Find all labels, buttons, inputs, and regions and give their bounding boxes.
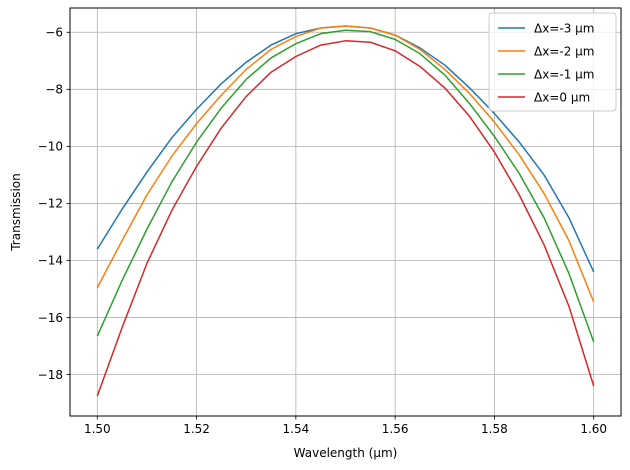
legend-box <box>488 12 617 112</box>
y-tick-label: −6 <box>45 25 63 39</box>
legend-label: Δx=-1 μm <box>534 67 594 81</box>
series-line-1 <box>96 25 595 303</box>
x-tick-label: 1.60 <box>580 422 607 436</box>
y-axis-label: Transmission <box>9 173 23 252</box>
y-tick-label: −10 <box>38 140 63 154</box>
x-tick-label: 1.58 <box>481 422 508 436</box>
x-tick-label: 1.50 <box>84 422 111 436</box>
y-tick-label: −18 <box>38 368 63 382</box>
x-tick-label: 1.56 <box>382 422 409 436</box>
y-tick-label: −12 <box>38 197 63 211</box>
y-tick-label: −14 <box>38 254 63 268</box>
x-tick-label: 1.54 <box>283 422 310 436</box>
legend-label: Δx=-2 μm <box>534 44 594 58</box>
x-tick-label: 1.52 <box>183 422 210 436</box>
y-tick-label: −16 <box>38 311 63 325</box>
plot-frame <box>69 7 622 417</box>
x-axis-label: Wavelength (μm) <box>294 446 398 460</box>
series-lines <box>96 25 595 397</box>
series-line-3 <box>96 40 595 397</box>
ticks: 1.50 1.52 1.54 1.56 1.58 1.60 −18 −16 −14 −12 −10 −… <box>38 25 607 436</box>
series-line-2 <box>96 29 595 343</box>
grid <box>70 8 621 416</box>
legend-label: Δx=0 μm <box>534 90 590 104</box>
legend: Δx=-3 μm Δx=-2 μm Δx=-1 μm Δx=0 μm <box>488 12 617 112</box>
y-tick-label: −8 <box>45 83 63 97</box>
legend-label: Δx=-3 μm <box>534 21 594 35</box>
